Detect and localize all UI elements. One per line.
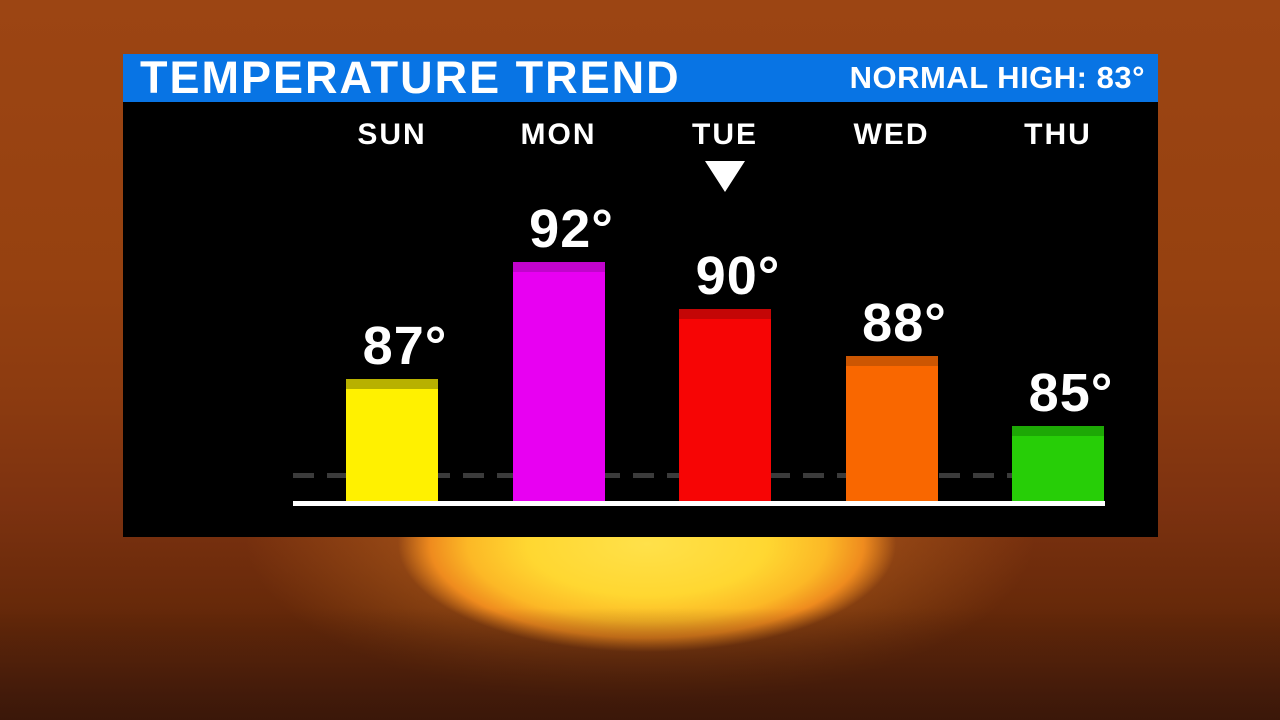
bar-cap-thu xyxy=(1012,426,1104,436)
value-label-sun: 87° xyxy=(362,316,448,376)
bar-cap-wed xyxy=(845,356,938,366)
bar-mon xyxy=(512,262,605,501)
day-label-mon: MON xyxy=(520,118,597,151)
bar-thu xyxy=(1012,426,1104,501)
day-label-wed: WED xyxy=(853,118,930,151)
bar-tue xyxy=(679,309,771,501)
bar-cap-sun xyxy=(346,379,438,389)
value-label-wed: 88° xyxy=(862,293,947,353)
bar-sun xyxy=(346,379,438,501)
value-label-thu: 85° xyxy=(1028,363,1114,423)
chart-baseline xyxy=(293,501,1105,506)
bar-wed xyxy=(845,356,938,501)
day-label-sun: SUN xyxy=(357,118,427,151)
day-marker-triangle-icon xyxy=(705,161,745,192)
temperature-trend-panel: TEMPERATURE TREND NORMAL HIGH: 83° SUN 87… xyxy=(123,54,1158,537)
value-label-tue: 90° xyxy=(695,246,781,306)
header-bar: TEMPERATURE TREND NORMAL HIGH: 83° xyxy=(123,54,1158,102)
panel-title: TEMPERATURE TREND xyxy=(140,52,681,103)
day-label-tue: TUE xyxy=(692,118,758,151)
horizon-shade xyxy=(0,608,1280,720)
bar-cap-mon xyxy=(512,262,605,272)
bar-chart: SUN 87° MON 92° TUE 90° WED 88° THU 85° xyxy=(123,54,1158,537)
bar-cap-tue xyxy=(679,309,771,319)
day-label-thu: THU xyxy=(1024,118,1092,151)
value-label-mon: 92° xyxy=(529,199,614,259)
normal-high-label: NORMAL HIGH: 83° xyxy=(849,60,1145,95)
